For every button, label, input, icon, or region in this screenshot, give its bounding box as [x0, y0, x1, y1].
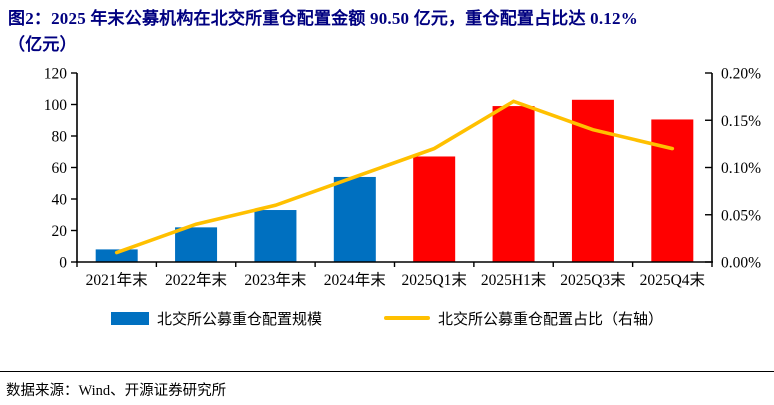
bar-2025Q1末: [413, 156, 456, 262]
x-label-2025Q1末: 2025Q1末: [401, 271, 466, 289]
figure-title: 图2：2025 年末公募机构在北交所重仓配置金额 90.50 亿元，重仓配置占比…: [0, 0, 774, 58]
x-label-2022年末: 2022年末: [165, 271, 227, 289]
x-label-2024年末: 2024年末: [324, 271, 386, 289]
x-label-2023年末: 2023年末: [244, 271, 306, 289]
left-tick-label: 100: [44, 97, 68, 114]
left-tick-label: 0: [59, 255, 67, 272]
combo-chart: 0 20 40 60 80 100 120 0.00% 0.05% 0.10% 0.15% 0.20%…: [44, 66, 761, 290]
bar-2025Q4末: [651, 119, 694, 263]
left-tick-label: 60: [52, 160, 68, 177]
chart-legend: 北交所公募重仓配置规模 北交所公募重仓配置占比（右轴）: [0, 305, 774, 331]
bar-2022年末: [175, 227, 218, 262]
right-tick-label: 0.15%: [721, 113, 761, 130]
x-label-2025Q3末: 2025Q3末: [560, 271, 625, 289]
bar-2024年末: [333, 176, 376, 262]
left-tick-label: 120: [44, 66, 68, 83]
legend-label-line-series: 北交所公募重仓配置占比（右轴）: [438, 311, 664, 328]
legend-item-line-series: 北交所公募重仓配置占比（右轴）: [384, 308, 663, 329]
x-label-2021年末: 2021年末: [86, 271, 148, 289]
figure-title-line2: （亿元）: [8, 35, 77, 54]
left-tick-label: 20: [52, 223, 68, 240]
right-tick-label: 0.00%: [721, 255, 761, 272]
left-tick-label: 80: [52, 129, 68, 146]
ratio-line-series: [114, 99, 675, 255]
right-tick-label: 0.20%: [721, 66, 761, 83]
legend-item-bar-series: 北交所公募重仓配置规模: [110, 308, 322, 329]
data-source-text: 数据来源：Wind、开源证券研究所: [6, 383, 227, 399]
x-label-2025Q4末: 2025Q4末: [640, 271, 705, 289]
figure-footer: 数据来源：Wind、开源证券研究所: [0, 371, 774, 405]
chart-area: 0 20 40 60 80 100 120 0.00% 0.05% 0.10% 0.15% 0.20%…: [0, 58, 774, 301]
bar-2025H1末: [492, 106, 535, 262]
x-label-2025H1末: 2025H1末: [481, 271, 546, 289]
bar-2025Q3末: [571, 99, 614, 263]
bar-series-swatch-icon: [110, 311, 149, 325]
figure-title-line1: 图2：2025 年末公募机构在北交所重仓配置金额 90.50 亿元，重仓配置占比…: [8, 9, 638, 28]
right-tick-label: 0.05%: [721, 207, 761, 224]
bar-2023年末: [254, 210, 297, 262]
left-tick-label: 40: [52, 192, 68, 209]
line-series-swatch-icon: [384, 316, 430, 320]
legend-label-bar-series: 北交所公募重仓配置规模: [156, 311, 322, 328]
right-tick-label: 0.10%: [721, 160, 761, 177]
bar-2021年末: [95, 249, 138, 262]
